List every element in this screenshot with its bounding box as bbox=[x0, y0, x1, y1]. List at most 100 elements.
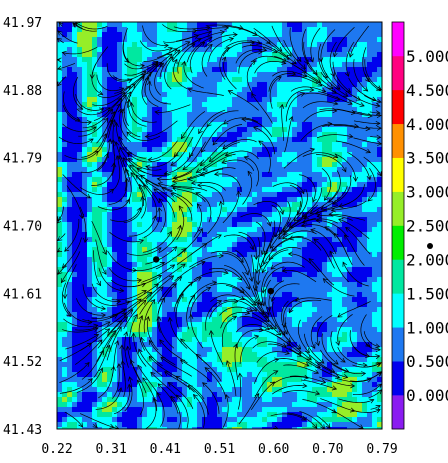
heatmap-cell bbox=[142, 332, 148, 338]
heatmap-cell bbox=[182, 212, 188, 218]
heatmap-cell bbox=[207, 117, 213, 123]
heatmap-cell bbox=[122, 377, 128, 383]
heatmap-cell bbox=[192, 167, 198, 173]
heatmap-cell bbox=[117, 212, 123, 218]
heatmap-cell bbox=[372, 227, 378, 233]
heatmap-cell bbox=[237, 187, 243, 193]
heatmap-cell bbox=[172, 57, 178, 63]
heatmap-cell bbox=[132, 217, 138, 223]
heatmap-cell bbox=[72, 107, 78, 113]
heatmap-cell bbox=[242, 262, 248, 268]
heatmap-cell bbox=[317, 372, 323, 378]
heatmap-cell bbox=[252, 362, 258, 368]
heatmap-cell bbox=[92, 22, 98, 28]
heatmap-cell bbox=[372, 142, 378, 148]
heatmap-cell bbox=[252, 367, 258, 373]
heatmap-cell bbox=[187, 362, 193, 368]
heatmap-cell bbox=[202, 392, 208, 398]
heatmap-cell bbox=[132, 27, 138, 33]
heatmap-cell bbox=[237, 77, 243, 83]
heatmap-cell bbox=[302, 57, 308, 63]
heatmap-cell bbox=[377, 167, 382, 173]
heatmap-cell bbox=[227, 62, 233, 68]
heatmap-cell bbox=[202, 397, 208, 403]
heatmap-cell bbox=[357, 327, 363, 333]
heatmap-cell bbox=[357, 37, 363, 43]
heatmap-cell bbox=[167, 37, 173, 43]
heatmap-cell bbox=[372, 102, 378, 108]
heatmap-cell bbox=[257, 352, 263, 358]
heatmap-cell bbox=[227, 162, 233, 168]
heatmap-cell bbox=[127, 122, 133, 128]
heatmap-cell bbox=[182, 27, 188, 33]
heatmap-cell bbox=[62, 142, 68, 148]
heatmap-cell bbox=[277, 37, 283, 43]
heatmap-cell bbox=[257, 217, 263, 223]
heatmap-cell bbox=[232, 107, 238, 113]
heatmap-cell bbox=[132, 192, 138, 198]
heatmap-cell bbox=[372, 232, 378, 238]
heatmap-cell bbox=[222, 387, 228, 393]
heatmap-cell bbox=[372, 217, 378, 223]
heatmap-cell bbox=[242, 272, 248, 278]
heatmap-cell bbox=[147, 267, 153, 273]
heatmap-cell bbox=[242, 207, 248, 213]
heatmap-cell bbox=[272, 167, 278, 173]
heatmap-cell bbox=[262, 212, 268, 218]
heatmap-cell bbox=[122, 242, 128, 248]
heatmap-cell bbox=[127, 302, 133, 308]
heatmap-cell bbox=[62, 307, 68, 313]
heatmap-cell bbox=[137, 212, 143, 218]
heatmap-cell bbox=[162, 287, 168, 293]
heatmap-cell bbox=[182, 132, 188, 138]
heatmap-cell bbox=[302, 327, 308, 333]
heatmap-cell bbox=[347, 367, 353, 373]
heatmap-cell bbox=[252, 67, 258, 73]
heatmap-cell bbox=[292, 102, 298, 108]
heatmap-cell bbox=[172, 367, 178, 373]
heatmap-cell bbox=[87, 142, 93, 148]
heatmap-cell bbox=[277, 172, 283, 178]
heatmap-cell bbox=[227, 242, 233, 248]
heatmap-cell bbox=[317, 132, 323, 138]
heatmap-cell bbox=[347, 137, 353, 143]
heatmap-cell bbox=[327, 307, 333, 313]
heatmap-cell bbox=[307, 182, 313, 188]
heatmap-cell bbox=[157, 317, 163, 323]
heatmap-cell bbox=[162, 162, 168, 168]
heatmap-cell bbox=[67, 312, 73, 318]
heatmap-cell bbox=[257, 72, 263, 78]
heatmap-cell bbox=[287, 157, 293, 163]
heatmap-cell bbox=[227, 322, 233, 328]
heatmap-cell bbox=[152, 97, 158, 103]
heatmap-cell bbox=[292, 322, 298, 328]
heatmap-cell bbox=[132, 267, 138, 273]
heatmap-cell bbox=[292, 42, 298, 48]
heatmap-cell bbox=[147, 397, 153, 403]
heatmap-cell bbox=[102, 402, 108, 408]
heatmap-cell bbox=[72, 222, 78, 228]
heatmap-cell bbox=[277, 82, 283, 88]
heatmap-cell bbox=[242, 152, 248, 158]
heatmap-cell bbox=[327, 317, 333, 323]
heatmap-cell bbox=[222, 332, 228, 338]
heatmap-cell bbox=[157, 152, 163, 158]
heatmap-cell bbox=[147, 252, 153, 258]
heatmap-cell bbox=[127, 362, 133, 368]
heatmap-cell bbox=[292, 22, 298, 28]
heatmap-cell bbox=[82, 352, 88, 358]
heatmap-cell bbox=[127, 227, 133, 233]
heatmap-cell bbox=[272, 37, 278, 43]
heatmap-cell bbox=[347, 107, 353, 113]
heatmap-cell bbox=[62, 132, 68, 138]
heatmap-cell bbox=[242, 72, 248, 78]
heatmap-cell bbox=[162, 157, 168, 163]
heatmap-cell bbox=[132, 282, 138, 288]
heatmap-cell bbox=[267, 107, 273, 113]
heatmap-cell bbox=[67, 52, 73, 58]
heatmap-cell bbox=[297, 287, 303, 293]
heatmap-cell bbox=[367, 327, 373, 333]
heatmap-cell bbox=[282, 362, 288, 368]
heatmap-cell bbox=[82, 37, 88, 43]
heatmap-cell bbox=[57, 247, 63, 253]
